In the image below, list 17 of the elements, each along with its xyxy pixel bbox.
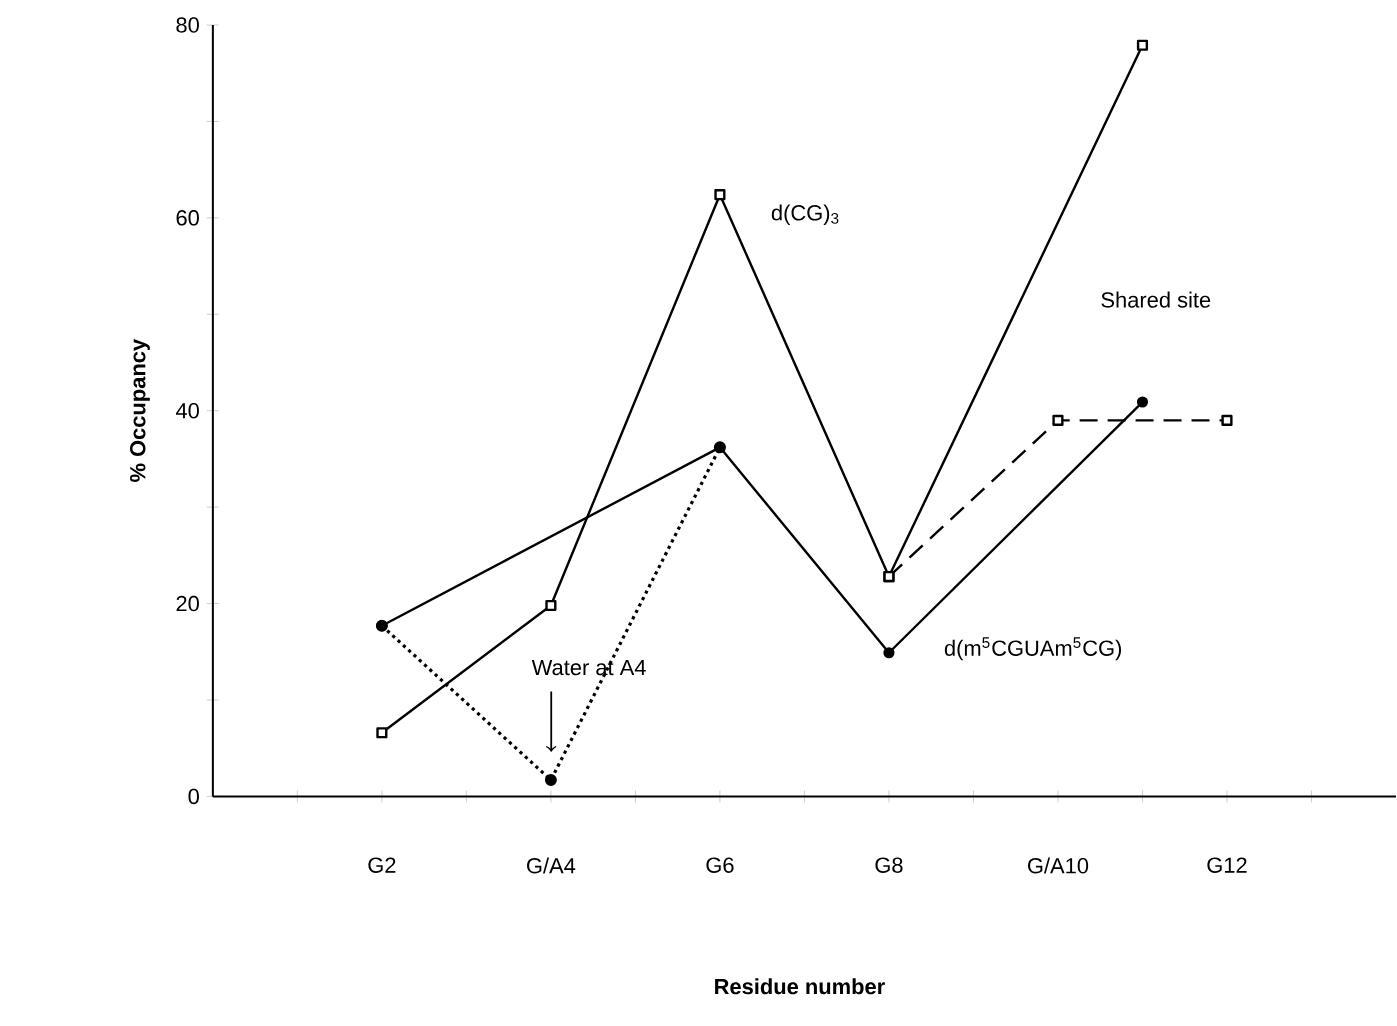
y-tick-label: 60 — [176, 209, 199, 226]
x-axis-title: Residue number — [715, 978, 885, 995]
x-tick-label: G6 — [706, 857, 734, 873]
x-tick-label: G/A10 — [1028, 857, 1089, 874]
y-tick-label: 20 — [176, 595, 199, 612]
annotation: Shared site — [1101, 291, 1211, 308]
series-label: d(CG)$_{3}$ — [771, 204, 839, 225]
series-label: d(m$^{5}$CGUAm$^{5}$CG) — [944, 637, 1122, 661]
y-tick-label: 80 — [176, 17, 199, 33]
y-tick-label: 0 — [188, 788, 199, 805]
y-axis-title: % Occupancy — [130, 338, 150, 482]
x-tick-label: G12 — [1207, 857, 1247, 873]
x-tick-label: G/A4 — [527, 857, 576, 874]
x-tick-label: G2 — [368, 857, 396, 873]
annotation: Water at A4 — [531, 659, 646, 676]
y-tick-label: 40 — [175, 402, 199, 419]
x-tick-label: G8 — [875, 857, 903, 873]
